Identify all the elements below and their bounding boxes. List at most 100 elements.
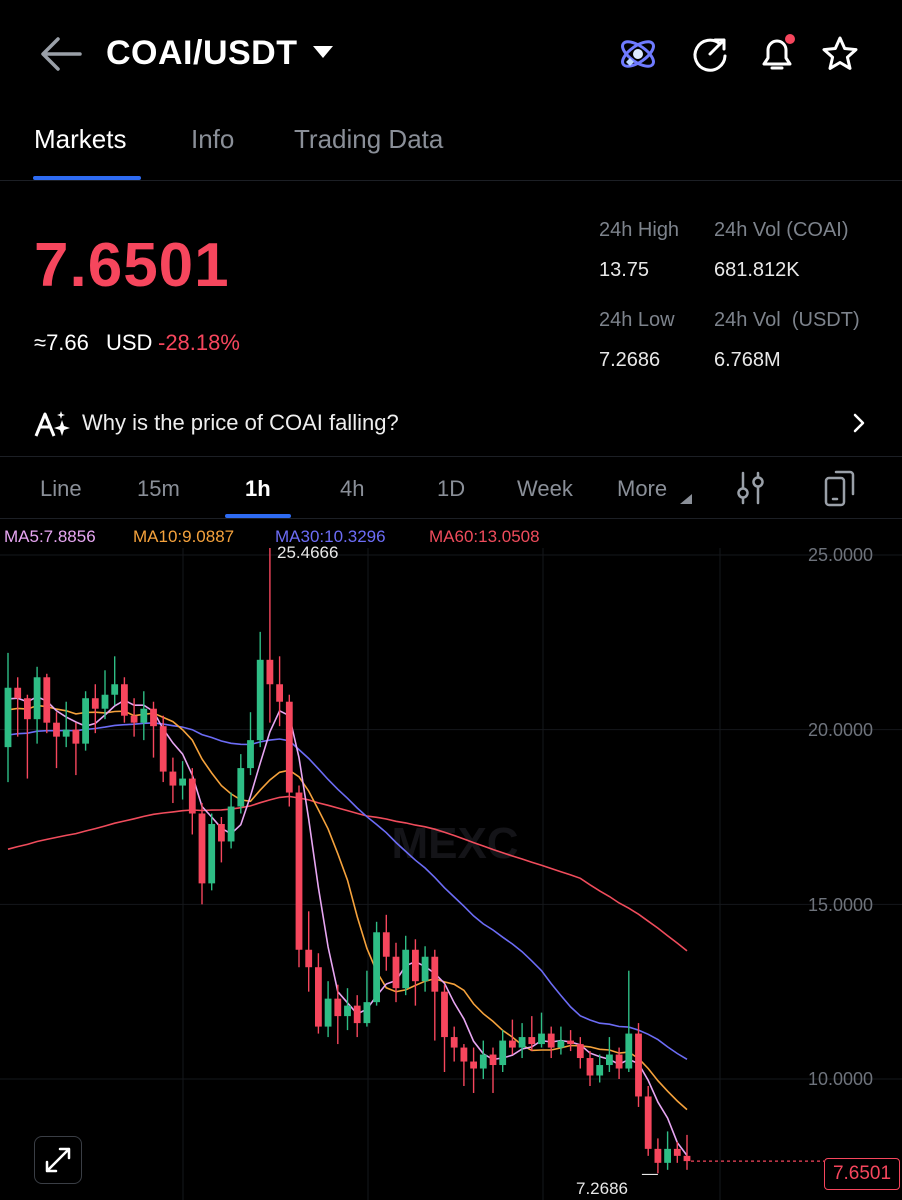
vol-usdt-label: 24h Vol (USDT) xyxy=(714,309,860,331)
indicator-settings-icon[interactable] xyxy=(736,470,766,511)
candle-body xyxy=(82,698,89,744)
candle-body xyxy=(353,1005,361,1024)
vol-usdt-value: 6.768M xyxy=(714,349,781,371)
candle-body xyxy=(227,806,235,842)
candle-body xyxy=(256,659,264,741)
tab-markets[interactable]: Markets xyxy=(34,124,127,154)
fullscreen-button[interactable] xyxy=(34,1136,82,1184)
candle-body xyxy=(557,1040,565,1048)
candle-body xyxy=(285,701,293,793)
ma30-line xyxy=(7,722,688,1060)
candle-body xyxy=(276,684,283,702)
low-marker-label: 7.2686 xyxy=(576,1179,628,1198)
timeframe-divider xyxy=(0,518,902,519)
candle-body xyxy=(509,1040,516,1048)
candle-body xyxy=(101,694,109,709)
candle-body xyxy=(295,792,303,950)
candle-body xyxy=(111,684,119,695)
y-tick-label: 20.0000 xyxy=(808,720,874,740)
active-timeframe-indicator xyxy=(225,514,291,518)
back-button[interactable] xyxy=(36,34,86,74)
candle-body xyxy=(518,1037,526,1048)
candle-body xyxy=(363,1002,371,1024)
candle-body xyxy=(615,1054,623,1069)
candle-body xyxy=(431,956,439,992)
candle-body xyxy=(62,729,70,737)
candle-body xyxy=(14,687,22,699)
share-icon[interactable] xyxy=(690,34,730,79)
high-marker-label: 25.4666 xyxy=(277,543,339,562)
timeframe-4h[interactable]: 4h xyxy=(340,476,365,501)
high-24h-label: 24h High xyxy=(599,219,680,241)
ai-assistant-icon[interactable] xyxy=(616,32,660,81)
pair-title[interactable]: COAI/USDT xyxy=(106,34,298,72)
low-24h-value: 7.2686 xyxy=(599,349,661,371)
candle-body xyxy=(237,768,245,807)
ai-insight-text[interactable]: Why is the price of COAI falling? xyxy=(82,410,399,435)
timeframe-1d[interactable]: 1D xyxy=(437,476,466,501)
currency-label: USD xyxy=(106,330,153,355)
candle-body xyxy=(596,1065,604,1076)
candle-body xyxy=(606,1054,613,1066)
tabs-divider xyxy=(0,180,902,181)
vol-coai-label: 24h Vol (COAI) xyxy=(714,219,849,241)
tab-info[interactable]: Info xyxy=(191,124,235,154)
candle-body xyxy=(53,722,60,737)
candle-body xyxy=(576,1044,584,1059)
timeframe-more[interactable]: More xyxy=(617,476,668,501)
ma30-legend: MA30:10.3296 xyxy=(275,527,386,546)
candle-body xyxy=(382,932,390,957)
star-icon[interactable] xyxy=(820,34,860,79)
candle-body xyxy=(683,1155,691,1162)
chevron-right-icon[interactable] xyxy=(852,413,866,438)
candle-body xyxy=(91,698,99,709)
candle-body xyxy=(441,991,448,1038)
candle-body xyxy=(305,949,313,968)
candle-body xyxy=(470,1061,477,1069)
watermark: MEXC xyxy=(391,819,518,868)
timeframe-week[interactable]: Week xyxy=(517,476,573,501)
candle-body xyxy=(169,771,177,786)
candle-body xyxy=(43,677,51,723)
approx-usd-price: ≈7.66 xyxy=(34,330,89,355)
triangle-down-icon xyxy=(680,491,692,509)
y-tick-label: 25.0000 xyxy=(808,545,874,565)
arrow-left-icon xyxy=(41,37,82,71)
low-24h-label: 24h Low xyxy=(599,309,675,331)
candle-body xyxy=(266,659,274,685)
candle-body xyxy=(130,715,138,723)
candle-body xyxy=(150,708,157,727)
rotate-screen-icon[interactable] xyxy=(822,468,856,513)
bell-icon[interactable] xyxy=(756,32,798,79)
candle-body xyxy=(247,740,254,769)
candle-body xyxy=(625,1033,633,1069)
timeframe-1h[interactable]: 1h xyxy=(245,476,271,501)
candle-body xyxy=(33,677,41,720)
candle-body xyxy=(188,778,196,814)
last-price-tag: 7.6501 xyxy=(824,1158,900,1190)
candle-body xyxy=(460,1047,468,1062)
ma60-legend: MA60:13.0508 xyxy=(429,527,540,546)
candle-body xyxy=(140,708,148,723)
candle-body xyxy=(538,1033,545,1045)
expand-icon xyxy=(45,1147,71,1173)
candle-body xyxy=(479,1054,487,1069)
candle-body xyxy=(324,998,332,1027)
timeframe-line[interactable]: Line xyxy=(40,476,82,501)
timeframe-15m[interactable]: 15m xyxy=(137,476,180,501)
tab-trading-data[interactable]: Trading Data xyxy=(294,124,444,154)
candle-body xyxy=(489,1054,497,1066)
candlestick-chart[interactable]: MEXC xyxy=(0,548,902,1200)
candle-body xyxy=(179,778,186,786)
candle-body xyxy=(334,998,342,1017)
candle-body xyxy=(421,956,429,982)
candle-body xyxy=(392,956,400,989)
ma5-legend: MA5:7.8856 xyxy=(4,527,96,546)
active-tab-indicator xyxy=(33,176,141,180)
candle-body xyxy=(567,1040,574,1045)
ma5-line xyxy=(7,695,688,1156)
candle-body xyxy=(654,1148,662,1163)
chevron-down-icon[interactable] xyxy=(312,44,334,65)
candle-body xyxy=(373,932,380,1003)
candle-body xyxy=(402,949,410,989)
